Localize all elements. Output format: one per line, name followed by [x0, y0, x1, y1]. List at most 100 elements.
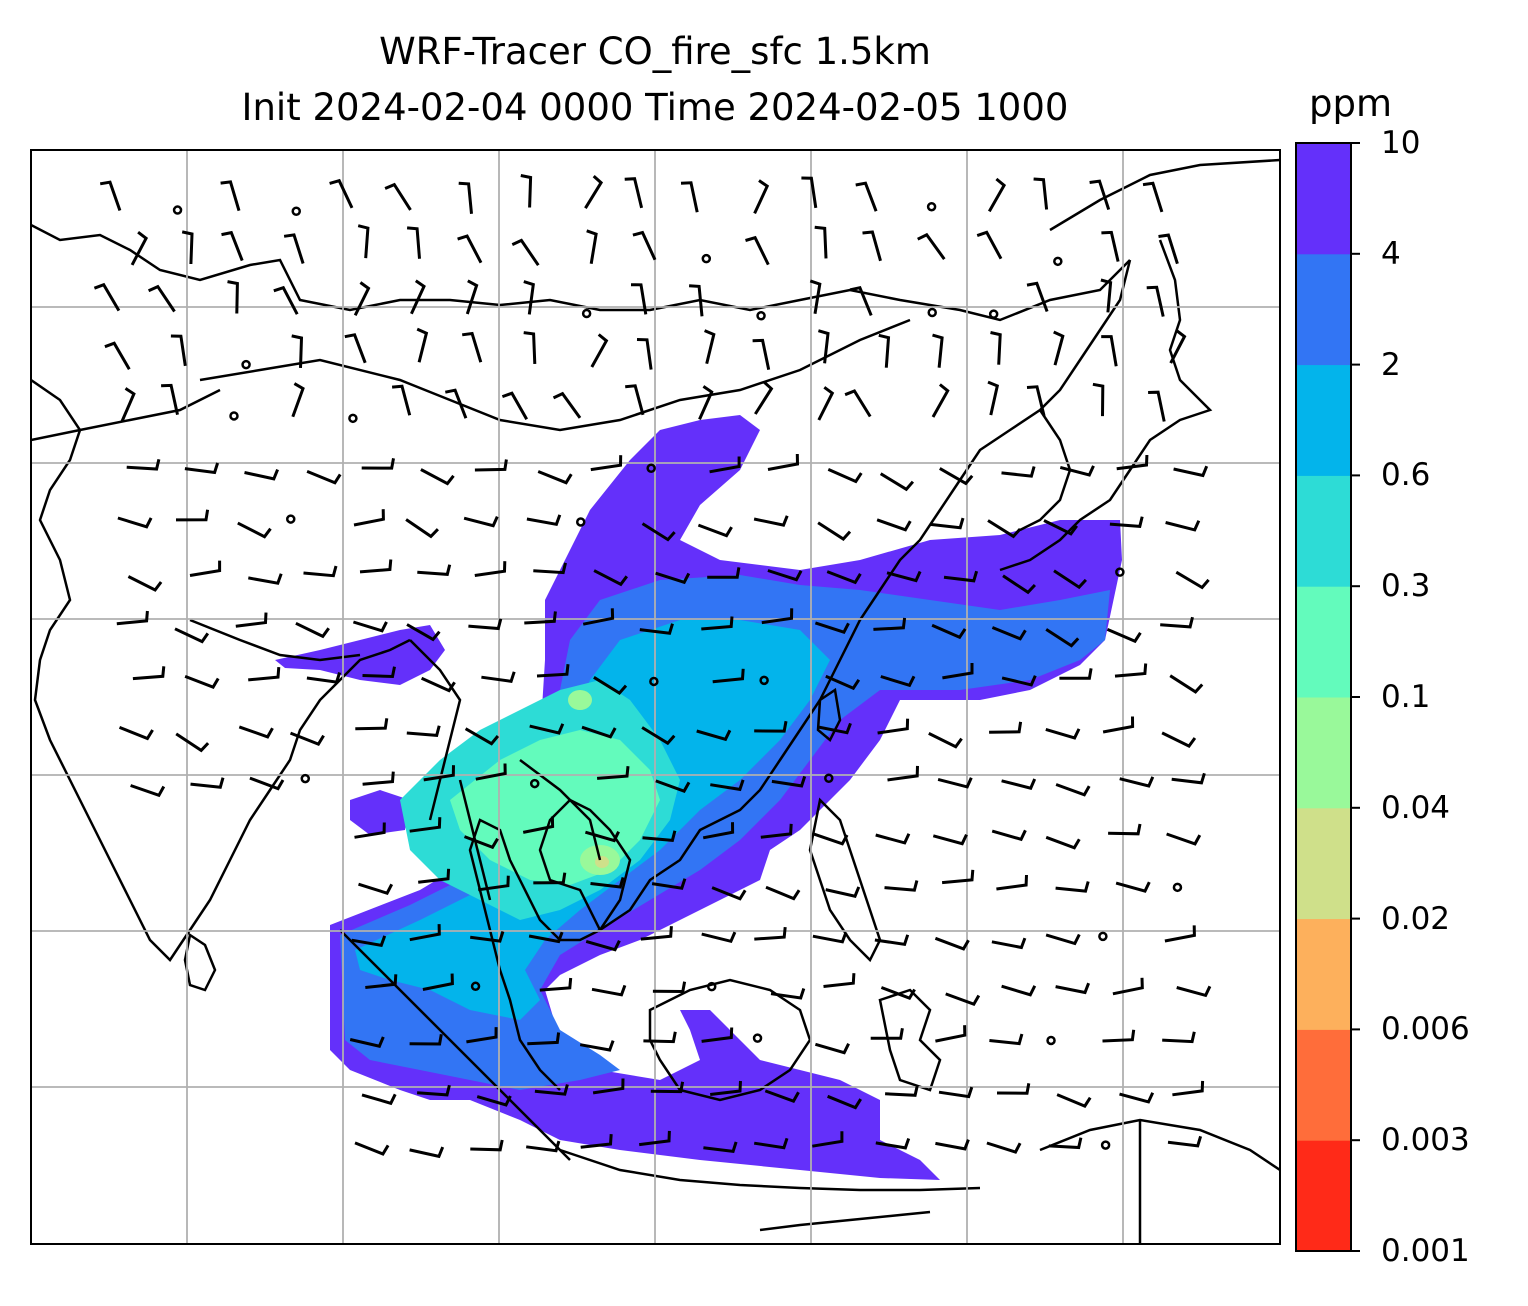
tracer-shading: [275, 415, 1122, 1180]
wind-barb: [754, 380, 774, 415]
wind-barb: [844, 389, 872, 418]
wind-barb: [1167, 1135, 1203, 1148]
wind-barb: [934, 936, 970, 951]
wind-barb: [405, 518, 439, 539]
calm-marker: [824, 773, 834, 783]
wind-barb: [528, 931, 564, 944]
wind-barb: [625, 384, 645, 416]
colorbar-tick-label: 10: [1381, 125, 1421, 161]
wind-barb: [641, 726, 676, 746]
wind-barb: [147, 284, 176, 313]
coast-china-north: [31, 223, 1131, 322]
wind-barb: [523, 280, 535, 315]
wind-barb: [712, 668, 745, 684]
wind-barb: [1169, 674, 1204, 694]
wind-barb: [306, 470, 342, 485]
wind-barb: [1109, 516, 1144, 528]
wind-barb: [1048, 1137, 1083, 1150]
wind-barb: [1001, 984, 1037, 997]
wind-barb: [697, 523, 733, 538]
wind-barb: [943, 570, 979, 583]
wind-barb: [184, 674, 220, 689]
wind-barb: [130, 784, 166, 798]
wind-barb: [1112, 977, 1144, 996]
calm-marker: [470, 981, 481, 992]
coast-java: [559, 1148, 981, 1192]
wind-barb: [752, 338, 771, 371]
wind-barb: [817, 521, 852, 541]
calm-marker: [988, 309, 999, 319]
colorbar-tick-label: 4: [1381, 235, 1401, 272]
wind-barb: [1166, 832, 1202, 846]
wind-barb: [698, 385, 714, 421]
wind-barb: [862, 230, 882, 262]
wind-barb: [227, 280, 239, 314]
wind-barb: [457, 234, 483, 264]
wind-barb: [579, 1040, 615, 1052]
wind-barb: [1055, 783, 1091, 797]
wind-barb: [1119, 776, 1155, 788]
wind-barb: [475, 763, 507, 781]
wind-barb: [175, 509, 210, 522]
wind-barb: [876, 518, 912, 532]
map-frame: [30, 149, 1281, 1245]
wind-barb: [878, 333, 891, 368]
wind-barb: [355, 718, 389, 731]
wind-barb: [537, 470, 573, 485]
wind-barb: [445, 388, 468, 419]
wind-barb: [477, 875, 510, 892]
gridlines: [31, 150, 1280, 1244]
wind-barb: [636, 338, 653, 370]
wind-barb: [874, 934, 910, 946]
wind-barb: [917, 232, 946, 260]
calm-marker: [927, 307, 937, 318]
wind-barb: [1164, 925, 1196, 943]
wind-barb: [523, 331, 537, 364]
wind-barb: [1033, 177, 1049, 210]
wind-barb: [120, 387, 136, 422]
wind-barb: [754, 926, 787, 941]
wind-barb: [1026, 281, 1049, 313]
wind-barb: [353, 509, 385, 527]
colorbar-tick-label: 0.02: [1381, 900, 1451, 937]
wind-barb: [354, 822, 386, 839]
wind-barb: [1176, 985, 1212, 998]
wind-barb: [581, 725, 617, 739]
coast-sulawesi: [878, 988, 942, 1092]
wind-barb: [930, 517, 965, 530]
wind-barb: [526, 514, 562, 527]
wind-barb: [184, 462, 220, 475]
wind-barb: [237, 521, 272, 539]
wind-barb: [814, 225, 828, 259]
wind-barb: [349, 1036, 385, 1048]
wind-barb: [522, 816, 555, 834]
wind-barb: [1045, 628, 1080, 648]
calm-marker: [291, 206, 302, 217]
wind-barb: [989, 1033, 1024, 1046]
wind-barb: [283, 233, 305, 264]
wind-barb: [987, 380, 1000, 416]
wind-barb: [1045, 835, 1081, 850]
wind-barb: [707, 567, 741, 579]
wind-barb: [329, 178, 354, 209]
wind-barb: [1001, 675, 1037, 687]
wind-barb: [174, 627, 210, 644]
wind-barb: [580, 1133, 613, 1149]
wind-barb: [931, 383, 950, 418]
wind-barb: [643, 1031, 677, 1044]
wind-barb: [1114, 663, 1148, 678]
wind-barb: [358, 882, 394, 896]
colorbar: [1295, 142, 1360, 1252]
wind-barb: [181, 230, 194, 265]
wind-barb: [465, 279, 479, 315]
wind-barb: [945, 992, 981, 1007]
wind-barb: [361, 1093, 397, 1106]
wind-barb: [887, 765, 919, 782]
wind-barb: [1161, 731, 1197, 749]
wind-barb: [991, 937, 1027, 950]
wind-barb: [827, 1094, 862, 1110]
wind-barb: [642, 830, 677, 843]
colorbar-segment: [1296, 364, 1351, 476]
wind-barb: [996, 1083, 1031, 1095]
